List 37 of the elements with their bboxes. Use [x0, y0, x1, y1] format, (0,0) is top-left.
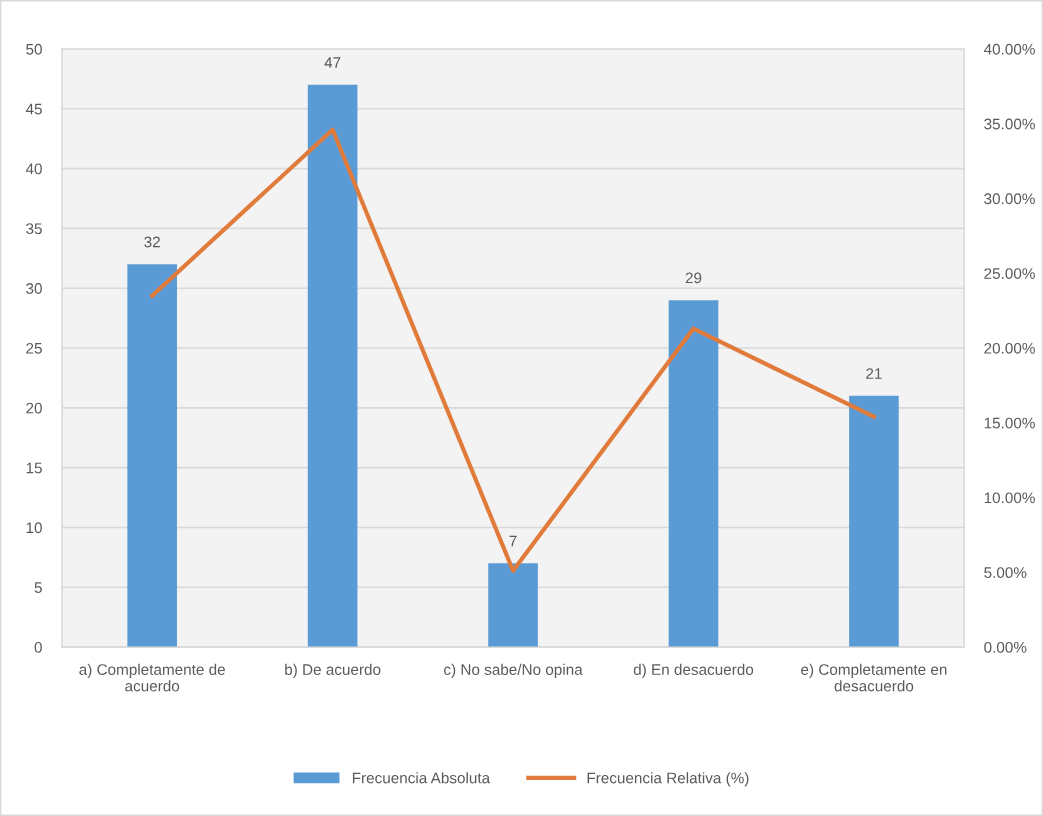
y-tick-label: 5 [34, 582, 42, 593]
x-tick-label: e) Completamente en desacuerdo [801, 663, 947, 692]
y2-tick-label: 40.00% [983, 43, 1035, 55]
bar [307, 84, 358, 648]
data-label: 21 [866, 368, 882, 379]
y2-tick-label: 5.00% [984, 567, 1027, 579]
legend-label: Frecuencia Relativa (%) [587, 772, 749, 787]
y2-tick-label: 20.00% [984, 342, 1035, 354]
legend-label: Frecuencia Absoluta [352, 772, 491, 784]
y2-tick-label: 0.00% [984, 641, 1027, 653]
y-tick-label: 30 [26, 283, 42, 294]
data-label: 29 [685, 272, 702, 284]
bar [849, 395, 899, 648]
x-tick-label: d) En desacuerdo [633, 663, 754, 678]
data-label: 32 [144, 236, 160, 248]
bar [127, 264, 177, 648]
bar [488, 563, 538, 648]
y-tick-label: 15 [26, 462, 42, 474]
y-tick-label: 50 [26, 43, 42, 55]
y2-tick-label: 15.00% [984, 417, 1035, 429]
bar [668, 300, 719, 648]
x-tick-label: b) De acuerdo [285, 663, 381, 678]
y-tick-label: 35 [26, 223, 42, 235]
y2-tick-label: 35.00% [984, 118, 1035, 130]
y-tick-label: 0 [34, 641, 42, 653]
y2-tick-label: 25.00% [984, 268, 1035, 279]
y2-tick-label: 30.00% [984, 193, 1035, 205]
y-tick-label: 45 [25, 103, 42, 115]
data-label: 47 [324, 57, 341, 68]
y-tick-label: 25 [26, 342, 42, 354]
y-tick-label: 20 [26, 402, 42, 414]
y-tick-label: 40 [25, 163, 42, 175]
data-label: 7 [509, 535, 517, 547]
x-tick-label: a) Completamente de acuerdo [79, 663, 225, 692]
y2-tick-label: 10.00% [984, 492, 1035, 504]
y-tick-label: 10 [26, 522, 42, 534]
x-tick-label: c) No sabe/No opina [444, 663, 583, 678]
